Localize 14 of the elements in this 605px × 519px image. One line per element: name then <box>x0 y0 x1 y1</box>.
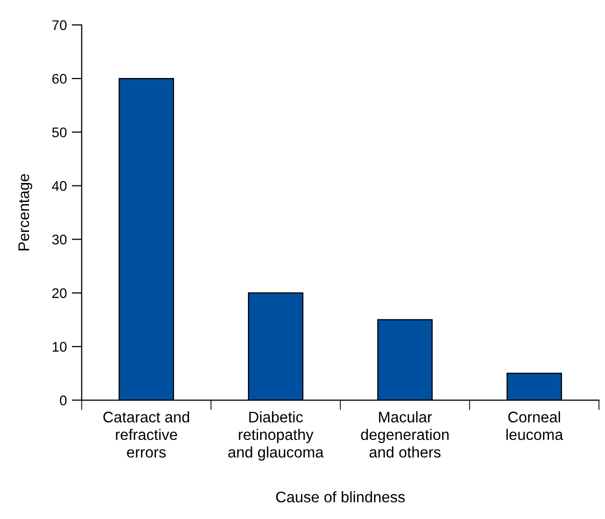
y-tick-label: 50 <box>52 127 67 138</box>
x-tick-label: Diabetic retinopathy and glaucoma <box>228 411 324 461</box>
y-tick-label: 20 <box>52 288 67 298</box>
x-tick-label: Macular degeneration and others <box>361 411 449 458</box>
y-tick-label: 0 <box>60 395 67 406</box>
y-axis-title: Percentage <box>18 174 32 250</box>
y-tick-label: 10 <box>52 342 67 352</box>
y-tick-label: 30 <box>52 234 67 244</box>
x-axis-title: Cause of blindness <box>276 491 405 502</box>
y-tick-label: 40 <box>52 181 67 191</box>
y-tick-label: 70 <box>52 20 67 30</box>
x-tick-label: Cataract and refractive errors <box>103 411 190 458</box>
y-tick-label: 60 <box>52 74 67 84</box>
x-tick-label: Corneal leucoma <box>506 411 564 440</box>
